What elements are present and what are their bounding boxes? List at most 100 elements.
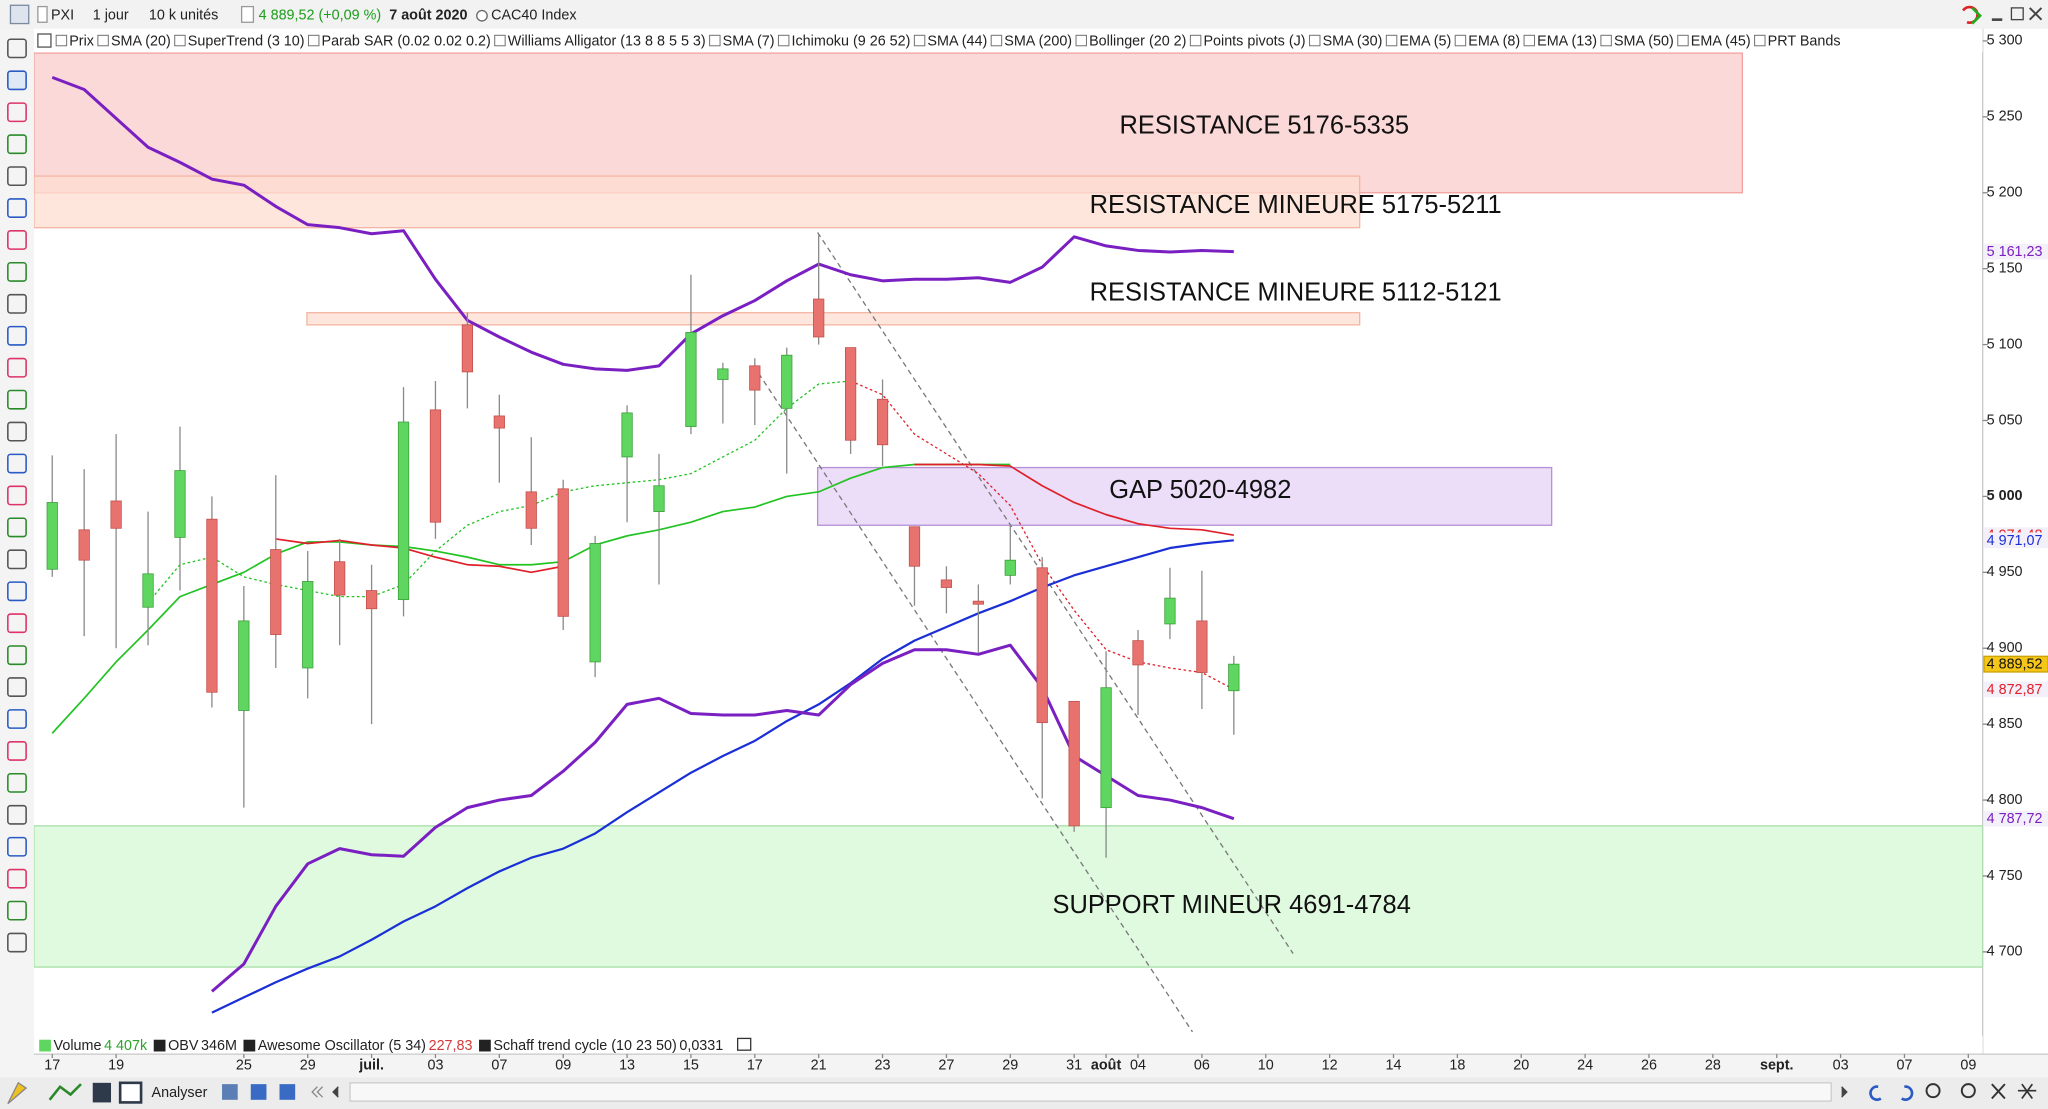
legend-checkbox[interactable] bbox=[1075, 34, 1087, 47]
sub-indicator-name[interactable]: Schaff trend cycle (10 23 50) bbox=[493, 1038, 676, 1054]
close[interactable] bbox=[2029, 7, 2043, 21]
legend-checkbox[interactable] bbox=[174, 34, 186, 47]
sync-icon[interactable] bbox=[1971, 6, 1982, 25]
legend-item[interactable]: EMA (13) bbox=[1537, 34, 1597, 50]
scroll-right[interactable] bbox=[1841, 1086, 1848, 1098]
legend-item[interactable]: Points pivots (J) bbox=[1203, 34, 1305, 50]
window-tool[interactable] bbox=[118, 1081, 143, 1104]
legend-checkbox[interactable] bbox=[1308, 34, 1321, 47]
scrollbar[interactable] bbox=[349, 1082, 1832, 1102]
legend-checkbox[interactable] bbox=[1523, 34, 1536, 47]
scroll-left[interactable] bbox=[332, 1086, 339, 1098]
legend-item[interactable]: EMA (45) bbox=[1691, 34, 1751, 50]
legend-item[interactable]: Ichimoku (9 26 52) bbox=[792, 34, 911, 50]
trend-line[interactable] bbox=[817, 232, 1294, 954]
sub-window-icon[interactable] bbox=[736, 1037, 752, 1051]
tool-icon[interactable] bbox=[7, 517, 27, 538]
legend-checkbox[interactable] bbox=[1677, 34, 1689, 47]
legend-checkbox[interactable] bbox=[307, 34, 320, 47]
tool-icon[interactable] bbox=[7, 804, 27, 825]
tool-icon[interactable] bbox=[7, 293, 27, 314]
tool[interactable] bbox=[250, 1084, 267, 1100]
legend-checkbox[interactable] bbox=[1454, 34, 1467, 47]
symbol[interactable]: PXI bbox=[51, 8, 74, 24]
tool-icon[interactable] bbox=[7, 900, 27, 921]
zoom-out[interactable] bbox=[1960, 1083, 1976, 1099]
tool-icon[interactable] bbox=[7, 230, 27, 250]
info-icon[interactable] bbox=[240, 5, 255, 23]
sub-indicator-name[interactable]: Awesome Oscillator (5 34) bbox=[258, 1038, 426, 1054]
units[interactable]: 10 k unités bbox=[149, 8, 218, 24]
layout-tool[interactable] bbox=[92, 1082, 112, 1103]
legend-checkbox[interactable] bbox=[97, 34, 109, 47]
tool-icon[interactable] bbox=[7, 453, 27, 474]
tool-icon[interactable] bbox=[7, 102, 27, 123]
tool-icon[interactable] bbox=[7, 421, 27, 442]
legend-checkbox[interactable] bbox=[1754, 34, 1766, 47]
sub-indicator-swatch[interactable] bbox=[39, 1039, 51, 1052]
indicator-tool[interactable] bbox=[48, 1083, 82, 1101]
trend-line[interactable] bbox=[753, 365, 1194, 1033]
zoom-in[interactable] bbox=[1925, 1083, 1941, 1099]
tool-icon[interactable] bbox=[7, 389, 27, 410]
tool-icon[interactable] bbox=[7, 645, 27, 666]
sub-indicator-swatch[interactable] bbox=[153, 1039, 166, 1052]
legend-checkbox[interactable] bbox=[1385, 34, 1398, 47]
legend-checkbox[interactable] bbox=[1600, 34, 1612, 47]
tool-icon[interactable] bbox=[7, 868, 27, 889]
legend-item[interactable]: Prix bbox=[69, 34, 95, 50]
tool-icon[interactable] bbox=[7, 198, 27, 218]
sub-indicator-swatch[interactable] bbox=[479, 1039, 491, 1052]
legend-checkbox[interactable] bbox=[990, 34, 1003, 47]
legend-item[interactable]: EMA (5) bbox=[1399, 34, 1451, 50]
tool-icon[interactable] bbox=[7, 772, 27, 793]
draw-tool[interactable] bbox=[7, 1081, 28, 1105]
legend-checkbox[interactable] bbox=[913, 34, 926, 47]
tool-icon[interactable] bbox=[7, 836, 27, 857]
scroll-start[interactable] bbox=[311, 1086, 324, 1098]
tool-icon[interactable] bbox=[7, 613, 27, 634]
tool-icon[interactable] bbox=[7, 166, 27, 187]
legend-item[interactable]: PRT Bands bbox=[1768, 34, 1841, 50]
legend-checkbox[interactable] bbox=[494, 34, 506, 47]
legend-item[interactable]: SMA (30) bbox=[1323, 34, 1383, 50]
legend-item[interactable]: SMA (50) bbox=[1614, 34, 1674, 50]
tool[interactable] bbox=[222, 1084, 238, 1100]
legend-item[interactable]: EMA (8) bbox=[1468, 34, 1520, 50]
legend-item[interactable]: SMA (20) bbox=[111, 34, 171, 50]
legend-menu[interactable] bbox=[37, 33, 52, 48]
legend-item[interactable]: SMA (7) bbox=[723, 34, 775, 50]
period[interactable]: 1 jour bbox=[93, 8, 129, 24]
legend-checkbox[interactable] bbox=[709, 34, 721, 47]
legend-checkbox[interactable] bbox=[1189, 34, 1202, 47]
minimize[interactable] bbox=[1991, 18, 2003, 21]
tool-icon[interactable] bbox=[7, 581, 27, 602]
fit[interactable] bbox=[2017, 1083, 2037, 1099]
legend-item[interactable]: SuperTrend (3 10) bbox=[188, 34, 305, 50]
legend-item[interactable]: Bollinger (20 2) bbox=[1089, 34, 1186, 50]
tool-icon[interactable] bbox=[7, 485, 27, 506]
legend-item[interactable]: Williams Alligator (13 8 8 5 5 3) bbox=[508, 34, 706, 50]
sub-indicator-name[interactable]: OBV bbox=[168, 1038, 199, 1054]
legend-item[interactable]: SMA (44) bbox=[927, 34, 987, 50]
tool-icon[interactable] bbox=[7, 549, 27, 570]
tool-icon[interactable] bbox=[7, 325, 27, 346]
reset-zoom[interactable] bbox=[1991, 1083, 2006, 1100]
tool-icon[interactable] bbox=[7, 38, 27, 59]
tool-icon[interactable] bbox=[7, 134, 27, 155]
chart-icon[interactable] bbox=[9, 4, 30, 25]
legend-checkbox[interactable] bbox=[55, 34, 68, 47]
legend-checkbox[interactable] bbox=[777, 34, 790, 47]
tool-icon[interactable] bbox=[7, 70, 27, 91]
tool-icon[interactable] bbox=[7, 357, 27, 378]
tool-icon[interactable] bbox=[7, 677, 27, 697]
sub-indicator-swatch[interactable] bbox=[243, 1039, 256, 1052]
legend-item[interactable]: SMA (200) bbox=[1004, 34, 1072, 50]
tool-icon[interactable] bbox=[7, 709, 27, 729]
sub-indicator-name[interactable]: Volume bbox=[54, 1038, 102, 1054]
redo[interactable] bbox=[1900, 1085, 1914, 1101]
undo[interactable] bbox=[1869, 1085, 1882, 1101]
tool-icon[interactable] bbox=[7, 261, 27, 282]
tool-icon[interactable] bbox=[7, 932, 27, 953]
tool[interactable] bbox=[279, 1084, 296, 1100]
